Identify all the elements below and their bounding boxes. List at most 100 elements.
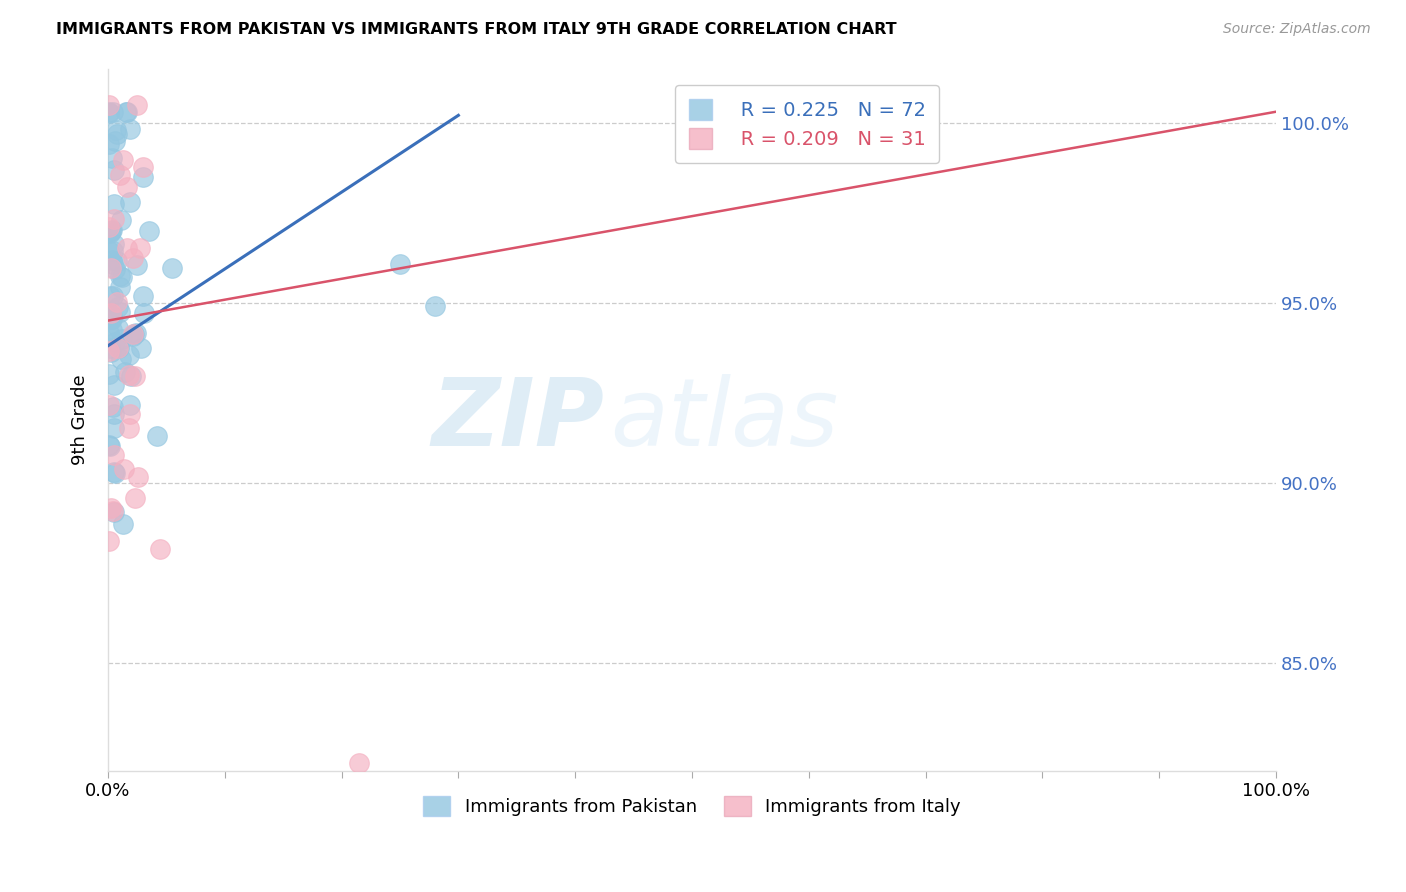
Point: [107, 301, 129, 315]
Point: [100, 345, 122, 359]
Point: [132, 288, 155, 302]
Point: [104, 123, 127, 137]
Point: [127, 469, 149, 483]
Point: [112, 461, 135, 475]
Point: [120, 369, 142, 384]
Point: [107, 341, 129, 355]
Point: [101, 323, 124, 337]
Point: [347, 756, 370, 771]
Point: [108, 269, 131, 284]
Point: [101, 252, 124, 267]
Point: [122, 329, 145, 343]
Point: [110, 352, 132, 367]
Point: [132, 160, 155, 174]
Point: [100, 501, 122, 516]
Point: [124, 491, 146, 505]
Point: [98, 226, 121, 240]
Point: [101, 400, 124, 414]
Point: [100, 260, 122, 275]
Point: [103, 466, 125, 480]
Point: [103, 211, 125, 226]
Y-axis label: 9th Grade: 9th Grade: [72, 375, 89, 465]
Point: [114, 104, 136, 119]
Point: [122, 326, 145, 341]
Point: [100, 312, 122, 326]
Point: [125, 326, 148, 340]
Legend: Immigrants from Pakistan, Immigrants from Italy: Immigrants from Pakistan, Immigrants fro…: [413, 787, 970, 825]
Point: [132, 169, 155, 184]
Point: [112, 153, 135, 167]
Point: [124, 368, 146, 383]
Point: [104, 335, 127, 350]
Point: [98, 437, 121, 451]
Point: [111, 332, 134, 346]
Point: [100, 289, 122, 303]
Point: [129, 342, 152, 356]
Point: [98, 104, 121, 119]
Point: [98, 368, 121, 382]
Point: [103, 197, 125, 211]
Point: [423, 299, 446, 313]
Text: ZIP: ZIP: [432, 374, 605, 466]
Point: [100, 152, 122, 166]
Point: [98, 534, 121, 549]
Point: [114, 365, 136, 379]
Point: [127, 259, 149, 273]
Point: [104, 261, 127, 276]
Point: [120, 121, 142, 136]
Point: [98, 341, 121, 355]
Point: [98, 398, 121, 412]
Point: [128, 241, 150, 255]
Point: [132, 306, 155, 320]
Point: [108, 280, 131, 294]
Point: [108, 168, 131, 182]
Point: [118, 368, 141, 383]
Point: [98, 105, 121, 120]
Point: [101, 310, 124, 324]
Point: [118, 407, 141, 421]
Point: [127, 97, 149, 112]
Point: [112, 516, 135, 531]
Point: [111, 270, 134, 285]
Point: [101, 104, 124, 119]
Point: [118, 348, 141, 362]
Point: [115, 242, 138, 256]
Point: [104, 134, 127, 148]
Point: [105, 254, 128, 268]
Point: [98, 97, 121, 112]
Point: [115, 180, 138, 194]
Point: [160, 261, 183, 276]
Point: [146, 429, 169, 443]
Point: [120, 194, 142, 209]
Point: [120, 398, 142, 412]
Point: [101, 223, 124, 237]
Point: [148, 541, 170, 556]
Point: [103, 407, 125, 421]
Point: [115, 104, 138, 119]
Point: [105, 295, 128, 310]
Point: [110, 213, 132, 227]
Point: [100, 224, 122, 238]
Point: [138, 224, 160, 238]
Point: [101, 312, 124, 326]
Point: [118, 420, 141, 434]
Point: [98, 343, 121, 358]
Point: [103, 288, 125, 302]
Point: [98, 326, 121, 340]
Point: [103, 162, 125, 177]
Point: [103, 377, 125, 392]
Point: [103, 257, 125, 271]
Point: [103, 421, 125, 435]
Point: [103, 237, 125, 252]
Point: [108, 305, 131, 319]
Point: [103, 505, 125, 519]
Point: [122, 327, 145, 342]
Point: [101, 244, 124, 259]
Point: [103, 449, 125, 463]
Text: Source: ZipAtlas.com: Source: ZipAtlas.com: [1223, 22, 1371, 37]
Text: IMMIGRANTS FROM PAKISTAN VS IMMIGRANTS FROM ITALY 9TH GRADE CORRELATION CHART: IMMIGRANTS FROM PAKISTAN VS IMMIGRANTS F…: [56, 22, 897, 37]
Point: [104, 466, 127, 480]
Point: [98, 244, 121, 258]
Point: [107, 341, 129, 355]
Point: [101, 503, 124, 517]
